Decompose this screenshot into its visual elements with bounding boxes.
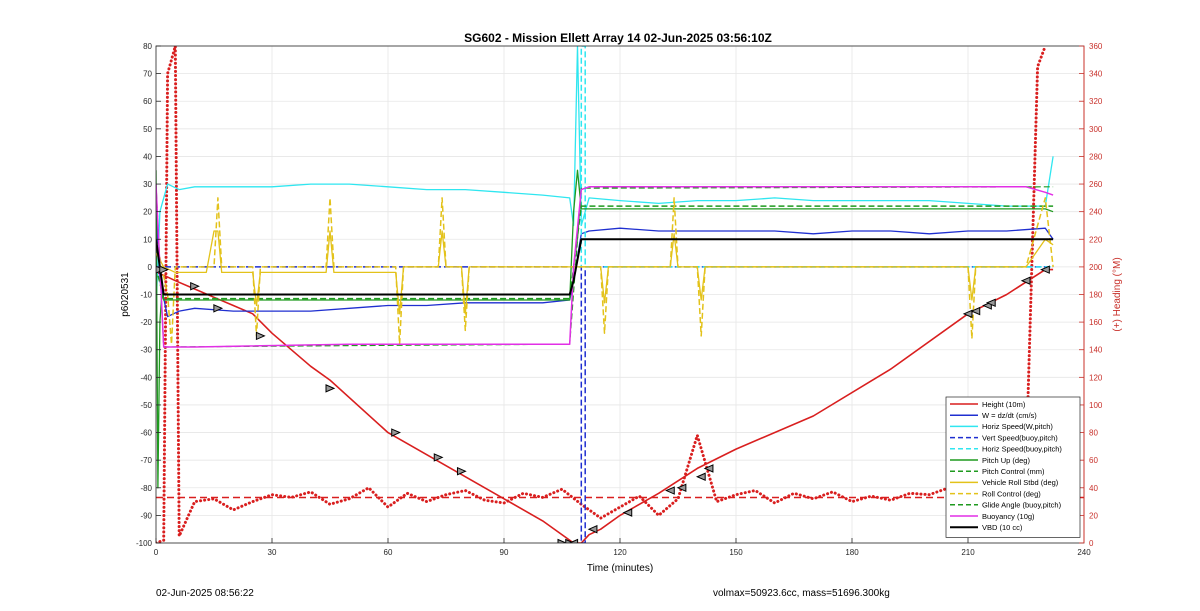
height-marker — [255, 331, 266, 341]
x-tick-label: 210 — [961, 548, 975, 557]
y-tick-label: -20 — [140, 318, 152, 327]
height-marker — [456, 466, 467, 476]
height-marker — [391, 428, 401, 437]
legend-box — [945, 396, 1081, 538]
legend-label: Pitch Up (deg) — [982, 456, 1030, 465]
y-tick-label: -50 — [140, 401, 152, 410]
y-tick-label: -60 — [140, 429, 152, 438]
height-marker — [568, 538, 579, 543]
y2-tick-label: 40 — [1089, 484, 1098, 493]
y2-tick-label: 140 — [1089, 346, 1103, 355]
y-tick-label: 30 — [143, 180, 152, 189]
y-tick-label: -90 — [140, 511, 152, 520]
x-tick-label: 240 — [1077, 548, 1091, 557]
y-tick-label: 50 — [143, 125, 152, 134]
y-tick-label: 70 — [143, 70, 152, 79]
legend-label: Vehicle Roll Stbd (deg) — [982, 478, 1059, 487]
y2-tick-label: 300 — [1089, 125, 1103, 134]
height-marker — [665, 486, 675, 495]
series-line-0 — [156, 268, 1054, 543]
y-tick-label: 20 — [143, 208, 152, 217]
y2-axis-label: (+) Heading (°M) — [1112, 257, 1123, 331]
axis-ticks: 0 30 60 90 120 150 180 210 240-100-90-80-70-60-5… — [136, 42, 1103, 557]
series-heading — [156, 46, 1047, 543]
series-line-10 — [156, 184, 1054, 348]
y-tick-label: 40 — [143, 152, 152, 161]
y2-tick-label: 360 — [1089, 42, 1103, 51]
x-axis-label: Time (minutes) — [587, 563, 653, 574]
chart-title: SG602 - Mission Ellett Array 14 02-Jun-2… — [464, 31, 772, 45]
height-marker — [557, 538, 568, 543]
y2-tick-label: 280 — [1089, 152, 1103, 161]
series-group — [156, 46, 1084, 543]
legend-label: Pitch Control (mm) — [982, 467, 1045, 476]
height-marker — [703, 464, 714, 473]
height-marker — [962, 309, 973, 319]
y2-tick-label: 260 — [1089, 180, 1103, 189]
y2-tick-label: 100 — [1089, 401, 1103, 410]
legend-label: Roll Control (deg) — [982, 489, 1041, 498]
height-marker — [213, 304, 224, 313]
legend: Height (10m) W = dz/dt (cm/s) Horiz Speed(… — [945, 396, 1081, 538]
y2-tick-label: 0 — [1089, 539, 1094, 548]
y2-tick-label: 220 — [1089, 235, 1103, 244]
y2-tick-label: 180 — [1089, 291, 1103, 300]
legend-label: Height (10m) — [982, 400, 1026, 409]
y2-tick-label: 120 — [1089, 373, 1103, 382]
y2-tick-label: 20 — [1089, 511, 1098, 520]
y-tick-label: -40 — [140, 373, 152, 382]
y-tick-label: -10 — [140, 291, 152, 300]
height-marker — [433, 453, 444, 462]
y-tick-label: -80 — [140, 484, 152, 493]
legend-label: Horiz Speed(W,pitch) — [982, 422, 1053, 431]
y-tick-label: 0 — [148, 263, 153, 272]
series-line-8 — [156, 197, 1054, 345]
y-tick-label: -70 — [140, 456, 152, 465]
y2-tick-label: 320 — [1089, 97, 1103, 106]
height-marker — [985, 298, 996, 308]
height-marker — [622, 508, 633, 517]
legend-label: Buoyancy (10g) — [982, 512, 1035, 521]
y-axis-label: p6020531 — [120, 272, 131, 317]
x-tick-label: 30 — [268, 548, 277, 557]
x-tick-label: 0 — [154, 548, 159, 557]
footer-timestamp: 02-Jun-2025 08:56:22 — [156, 588, 254, 599]
height-marker — [676, 483, 687, 493]
height-marker — [1040, 265, 1050, 274]
series-line-6 — [156, 205, 1054, 300]
legend-label: W = dz/dt (cm/s) — [982, 411, 1037, 420]
x-tick-label: 120 — [613, 548, 627, 557]
height-marker — [325, 384, 336, 393]
height-marker — [695, 472, 706, 481]
y-tick-label: 80 — [143, 42, 152, 51]
footer-volmax-mass: volmax=50923.6cc, mass=51696.300kg — [713, 588, 890, 599]
legend-label: Glide Angle (buoy,pitch) — [982, 501, 1062, 510]
y-tick-label: 60 — [143, 97, 152, 106]
series-line-11 — [156, 238, 1054, 296]
y-tick-label: -100 — [136, 539, 153, 548]
series-line-2 — [156, 46, 1054, 309]
height-marker — [159, 265, 169, 274]
legend-label: Horiz Speed(buoy,pitch) — [982, 445, 1062, 454]
y-tick-label: -30 — [140, 346, 152, 355]
y2-tick-label: 160 — [1089, 318, 1103, 327]
x-tick-label: 60 — [384, 548, 393, 557]
x-tick-label: 150 — [729, 548, 743, 557]
height-marker — [587, 524, 598, 534]
height-marker — [1020, 276, 1031, 285]
x-tick-label: 180 — [845, 548, 859, 557]
data-layer — [156, 46, 1084, 543]
legend-label: Vert Speed(buoy,pitch) — [982, 433, 1058, 442]
y2-tick-label: 60 — [1089, 456, 1098, 465]
y2-tick-label: 80 — [1089, 429, 1098, 438]
y2-tick-label: 340 — [1089, 70, 1103, 79]
legend-label: VBD (10 cc) — [982, 523, 1023, 532]
y2-tick-label: 200 — [1089, 263, 1103, 272]
height-marker — [190, 281, 200, 291]
height-marker — [970, 306, 981, 316]
y2-tick-label: 240 — [1089, 208, 1103, 217]
y-tick-label: 10 — [143, 235, 152, 244]
x-tick-label: 90 — [500, 548, 509, 557]
